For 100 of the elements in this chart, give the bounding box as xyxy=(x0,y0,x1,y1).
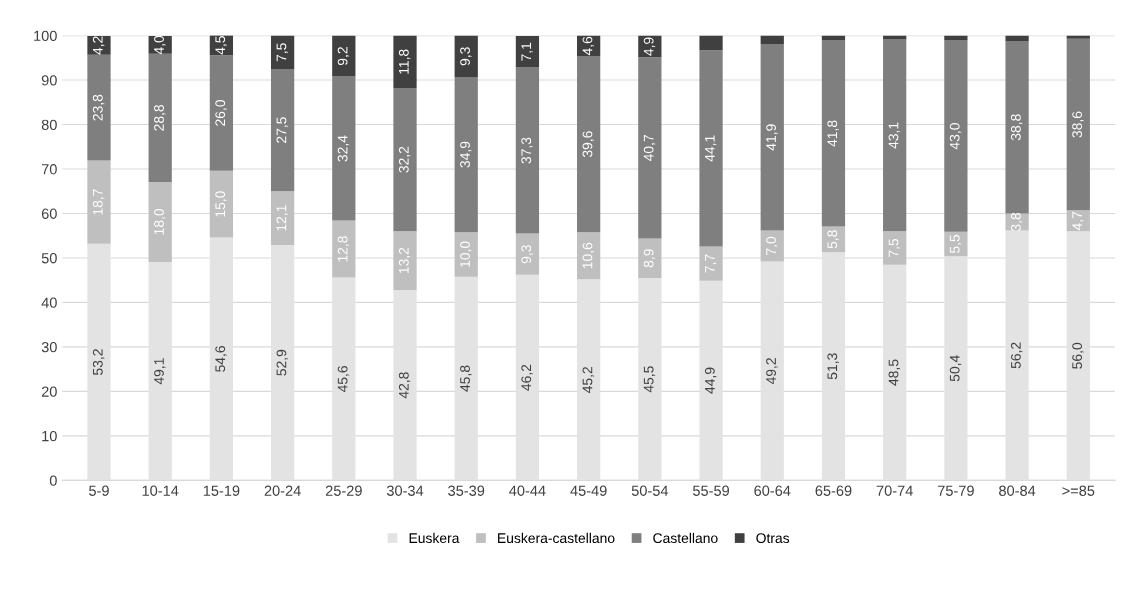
data-label: 27,5 xyxy=(276,117,288,143)
data-label: 52,9 xyxy=(276,349,288,376)
bar xyxy=(1005,40,1029,214)
data-label: 46,2 xyxy=(521,364,533,391)
bar xyxy=(515,233,540,275)
data-label: 38,8 xyxy=(1010,114,1023,141)
legend-label: Euskera xyxy=(409,532,460,544)
x-tick-label: 30-34 xyxy=(386,485,424,496)
bar xyxy=(270,191,295,246)
data-label: 13,2 xyxy=(398,247,411,274)
bar xyxy=(332,220,356,278)
x-tick-label: 45-49 xyxy=(570,485,607,496)
bar xyxy=(209,170,234,238)
bar xyxy=(270,68,295,192)
data-label: 54,6 xyxy=(215,346,227,372)
x-tick-label: 10-14 xyxy=(142,485,179,496)
data-label: 18,7 xyxy=(92,189,105,215)
x-tick-label: 20-24 xyxy=(264,485,301,496)
data-label: 7,1 xyxy=(521,42,533,61)
data-label: 7,7 xyxy=(705,254,717,273)
data-label: 4,9 xyxy=(643,37,656,56)
data-label: 4,0 xyxy=(154,35,166,55)
bar xyxy=(148,53,172,182)
bar xyxy=(209,55,234,171)
bar xyxy=(148,181,172,262)
bar xyxy=(760,44,784,231)
data-label: 45,5 xyxy=(643,366,656,393)
bar xyxy=(454,232,478,277)
y-tick-label: 50 xyxy=(41,253,57,264)
data-label: 34,9 xyxy=(460,141,472,168)
bar xyxy=(699,35,723,51)
data-label: 42,8 xyxy=(398,372,411,399)
bar xyxy=(454,35,478,77)
data-label: 7,0 xyxy=(766,236,778,255)
x-tick-label: >=85 xyxy=(1062,485,1095,496)
data-label: 32,4 xyxy=(337,135,350,162)
data-label: 53,2 xyxy=(92,349,105,375)
bar xyxy=(270,35,295,69)
data-label: 28,8 xyxy=(154,104,166,131)
data-label: 37,3 xyxy=(521,137,533,164)
data-label: 48,5 xyxy=(888,359,901,386)
data-label: 39,6 xyxy=(582,131,595,158)
y-tick-label: 60 xyxy=(41,208,57,219)
y-tick-label: 80 xyxy=(41,119,57,130)
data-label: 38,6 xyxy=(1072,111,1084,138)
legend-label: Castellano xyxy=(653,532,718,544)
y-tick-label: 70 xyxy=(41,164,57,175)
x-tick-label: 15-19 xyxy=(203,485,240,496)
bar xyxy=(699,246,723,281)
data-label: 5,8 xyxy=(827,230,839,249)
bar xyxy=(821,40,846,227)
data-label: 51,3 xyxy=(827,353,839,380)
data-label: 50,4 xyxy=(949,355,962,382)
x-tick-label: 75-79 xyxy=(937,485,974,496)
bar xyxy=(577,56,601,233)
data-label: 11,8 xyxy=(398,49,411,74)
y-tick-label: 0 xyxy=(49,475,57,486)
data-label: 4,7 xyxy=(1072,211,1084,231)
y-tick-label: 90 xyxy=(41,75,57,86)
bar xyxy=(577,232,601,280)
bar xyxy=(87,160,111,244)
x-tick-label: 80-84 xyxy=(999,485,1036,496)
data-label: 10,0 xyxy=(460,241,472,267)
bar xyxy=(944,40,968,232)
data-label: 7,5 xyxy=(888,238,901,257)
data-label: 8,9 xyxy=(643,249,656,268)
y-tick-label: 10 xyxy=(42,430,57,442)
data-label: 32,2 xyxy=(398,146,411,173)
bar xyxy=(1066,35,1090,39)
data-label: 12,8 xyxy=(337,236,350,262)
bar xyxy=(760,35,784,45)
data-label: 49,2 xyxy=(766,358,778,385)
data-label: 43,0 xyxy=(949,123,962,150)
bar xyxy=(944,231,968,257)
bar xyxy=(393,88,417,232)
data-label: 45,2 xyxy=(582,367,595,394)
data-label: 9,3 xyxy=(521,245,533,264)
data-label: 10,6 xyxy=(582,242,595,269)
data-label: 56,0 xyxy=(1072,342,1084,369)
y-tick-label: 20 xyxy=(41,386,57,397)
x-tick-label: 55-59 xyxy=(692,485,730,496)
bar xyxy=(883,39,907,232)
bar xyxy=(393,35,417,89)
x-tick-label: 5-9 xyxy=(89,485,109,496)
data-label: 45,8 xyxy=(460,365,472,392)
x-tick-label: 60-64 xyxy=(754,485,791,496)
data-label: 43,1 xyxy=(888,122,901,149)
data-label: 49,1 xyxy=(154,358,166,385)
bar xyxy=(883,35,907,40)
bar xyxy=(332,35,356,77)
bar xyxy=(1005,35,1029,41)
data-label: 18,0 xyxy=(154,208,166,235)
x-tick-label: 40-44 xyxy=(509,485,546,496)
bar xyxy=(454,76,478,233)
data-label: 56,2 xyxy=(1010,342,1023,369)
data-label: 44,1 xyxy=(705,135,717,162)
legend-label: Otras xyxy=(756,533,790,544)
data-label: 23,8 xyxy=(92,94,105,121)
bar xyxy=(393,231,417,290)
bar xyxy=(1066,38,1090,211)
